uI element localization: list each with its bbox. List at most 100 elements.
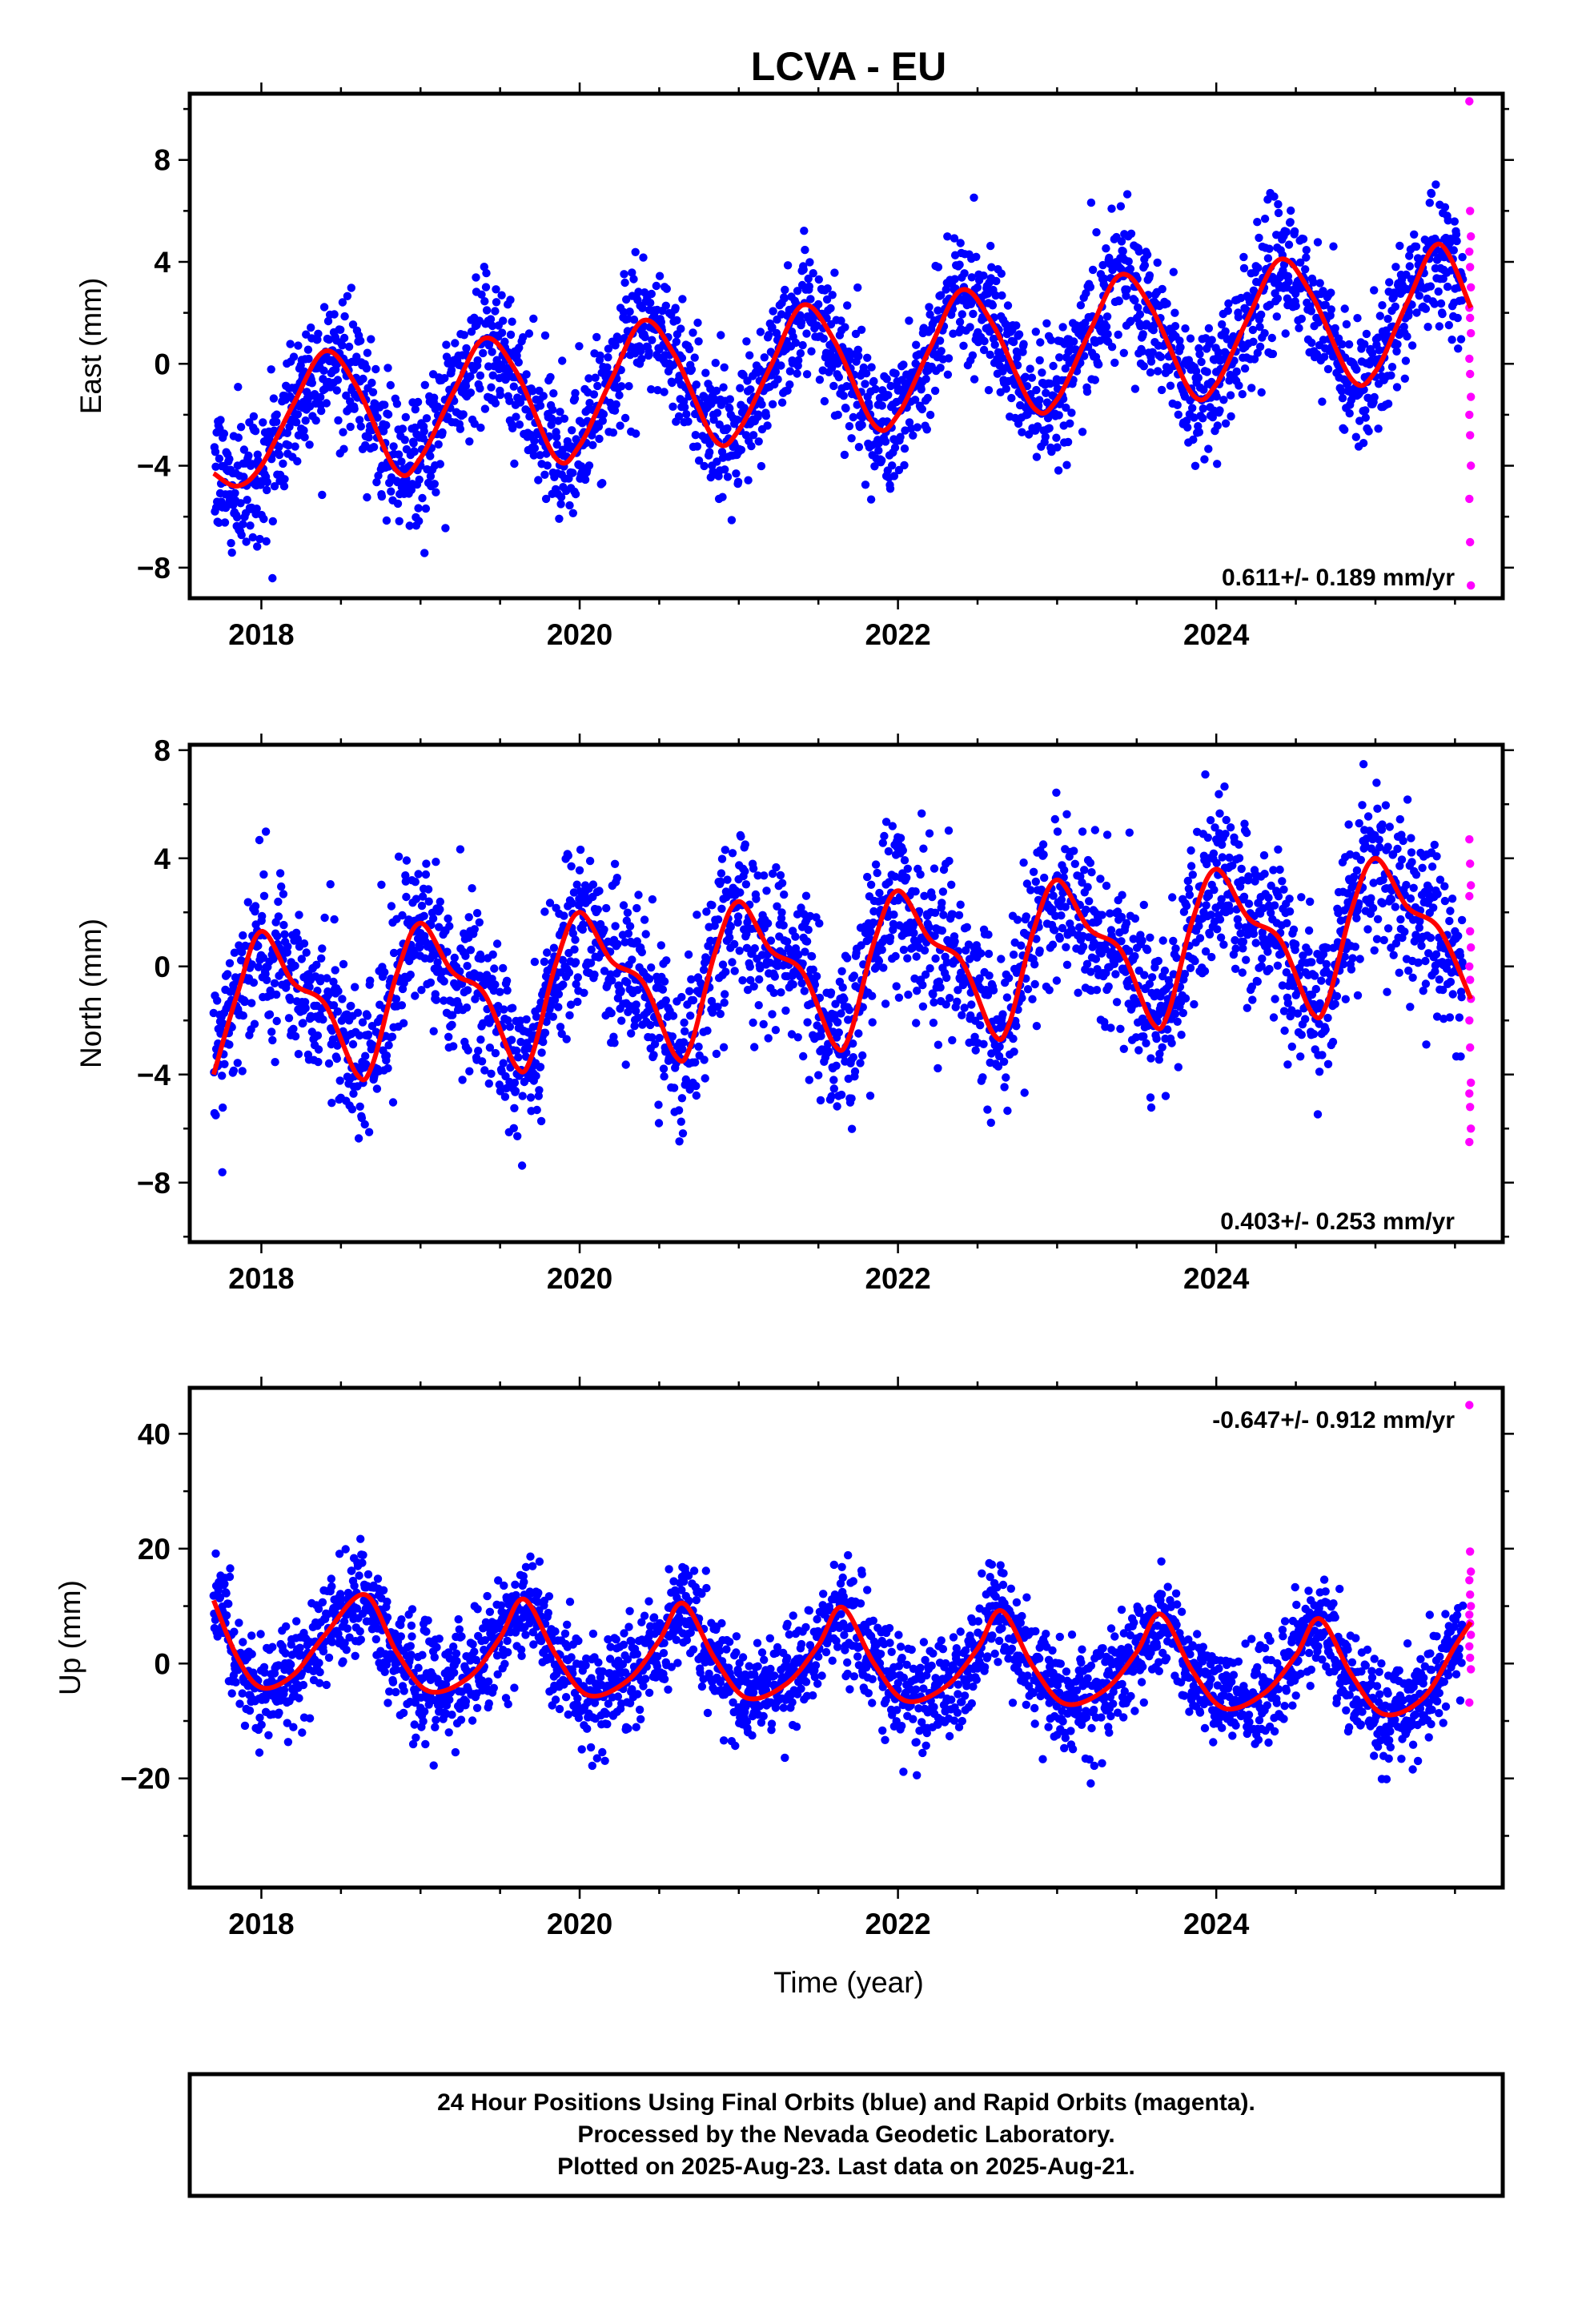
final-point xyxy=(251,427,260,436)
final-point xyxy=(650,1039,660,1049)
final-point xyxy=(780,890,789,899)
final-point xyxy=(529,451,538,460)
final-point xyxy=(1185,891,1195,899)
final-point xyxy=(1435,322,1444,331)
final-point xyxy=(243,496,251,505)
final-point xyxy=(401,412,410,422)
final-point xyxy=(793,910,802,919)
final-point xyxy=(783,261,793,270)
final-point xyxy=(632,937,641,946)
final-point xyxy=(1028,995,1037,1003)
final-point xyxy=(1114,296,1124,306)
final-point xyxy=(988,301,998,310)
final-point xyxy=(371,364,380,374)
final-point xyxy=(213,996,222,1005)
final-point xyxy=(619,308,628,316)
final-point xyxy=(944,826,954,835)
final-point xyxy=(363,1030,373,1039)
final-point xyxy=(514,1053,523,1062)
final-point xyxy=(1284,240,1294,249)
final-point xyxy=(258,911,267,921)
final-point xyxy=(725,395,734,404)
final-point xyxy=(1091,955,1101,963)
final-point xyxy=(1203,368,1211,376)
final-point xyxy=(539,392,548,400)
final-point xyxy=(598,416,607,425)
final-point xyxy=(662,956,671,965)
final-point xyxy=(757,461,766,471)
final-point xyxy=(259,514,268,524)
final-point xyxy=(1088,265,1098,275)
final-point xyxy=(272,410,281,419)
final-point xyxy=(1062,460,1071,469)
final-point xyxy=(1062,943,1070,952)
final-point xyxy=(319,303,329,312)
final-point xyxy=(753,871,762,880)
final-point xyxy=(909,928,918,938)
final-point xyxy=(925,923,934,931)
final-point xyxy=(612,400,620,409)
rapid-point xyxy=(1467,328,1476,338)
final-point xyxy=(1175,336,1184,345)
final-point xyxy=(1331,324,1339,333)
final-point xyxy=(1158,284,1166,294)
final-point xyxy=(1443,216,1452,225)
final-point xyxy=(211,462,220,471)
final-point xyxy=(986,350,994,360)
final-point xyxy=(612,874,621,883)
final-point xyxy=(1215,406,1224,415)
final-point xyxy=(671,304,680,312)
final-point xyxy=(912,952,921,961)
plot-area xyxy=(210,97,1476,590)
final-point xyxy=(534,476,543,485)
final-point xyxy=(1352,365,1361,374)
final-point xyxy=(672,337,681,346)
rapid-point xyxy=(1466,431,1475,440)
final-point xyxy=(610,859,620,869)
final-point xyxy=(937,347,946,356)
final-point xyxy=(791,338,801,348)
final-point xyxy=(817,1031,825,1040)
final-point xyxy=(955,317,965,327)
final-point xyxy=(502,1084,511,1093)
final-point xyxy=(584,374,593,383)
final-point xyxy=(746,385,755,394)
final-point xyxy=(571,958,580,967)
final-point xyxy=(741,840,749,849)
final-point xyxy=(760,353,769,362)
final-point xyxy=(997,269,1006,278)
final-point xyxy=(910,396,920,404)
final-point xyxy=(700,461,709,471)
final-point xyxy=(397,457,406,466)
final-point xyxy=(968,351,978,360)
final-point xyxy=(794,356,803,365)
final-point xyxy=(442,352,452,361)
final-point xyxy=(878,838,888,847)
final-point xyxy=(1378,301,1387,310)
final-point xyxy=(564,968,574,977)
final-point xyxy=(540,1028,550,1037)
final-point xyxy=(532,1105,541,1115)
final-point xyxy=(234,433,243,442)
final-point xyxy=(1236,929,1245,938)
final-point xyxy=(219,1103,227,1112)
final-point xyxy=(1146,1103,1156,1112)
final-point xyxy=(327,1099,336,1108)
final-point xyxy=(1315,279,1324,287)
final-point xyxy=(274,912,283,921)
final-point xyxy=(225,959,235,968)
final-point xyxy=(979,271,988,280)
final-point xyxy=(1267,333,1277,343)
final-point xyxy=(1112,998,1122,1007)
final-point xyxy=(692,380,701,389)
final-point xyxy=(938,887,948,896)
final-point xyxy=(764,1034,773,1043)
final-point xyxy=(372,1084,382,1093)
final-point xyxy=(742,337,751,346)
final-point xyxy=(421,870,431,879)
final-point xyxy=(930,908,940,918)
final-point xyxy=(838,983,847,992)
final-point xyxy=(768,400,777,408)
final-point xyxy=(770,972,779,981)
